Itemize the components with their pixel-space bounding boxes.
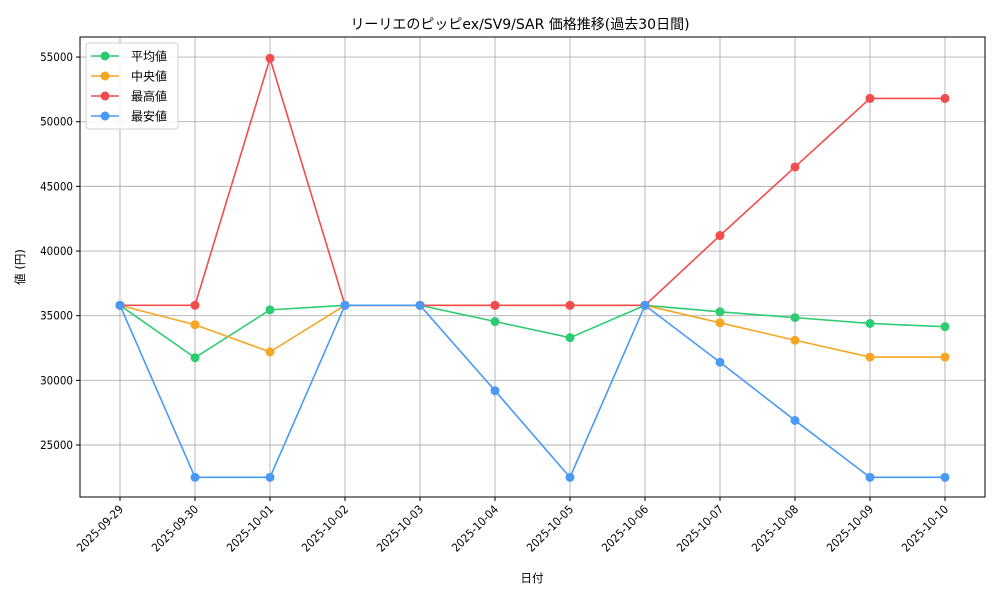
data-point-marker	[490, 300, 500, 310]
series-path	[119, 304, 946, 359]
data-point-marker	[790, 162, 800, 172]
series-path	[119, 304, 945, 479]
data-point-marker	[940, 472, 950, 482]
x-tick-label: 2025-10-03	[374, 502, 426, 554]
data-point-marker	[340, 300, 350, 310]
legend-marker-icon	[100, 91, 110, 101]
data-point-marker	[790, 313, 800, 323]
data-point-marker	[265, 305, 275, 315]
data-point-marker	[190, 472, 200, 482]
y-axis-ticks: 25000 30000 35000 40000 45000 50000 55000	[40, 50, 80, 452]
data-point-marker	[565, 333, 575, 343]
data-point-marker	[865, 318, 875, 328]
data-point-marker	[865, 352, 875, 362]
plot-frame	[79, 36, 986, 498]
y-tick-label: 35000	[40, 309, 73, 323]
legend-item: 平均値	[91, 49, 167, 64]
data-point-marker	[865, 472, 875, 482]
legend-label: 最安値	[131, 109, 167, 124]
series-line	[115, 300, 950, 363]
data-point-marker	[190, 353, 200, 363]
x-tick-label: 2025-10-01	[224, 502, 276, 554]
data-point-marker	[565, 300, 575, 310]
data-point-marker	[715, 231, 725, 241]
x-tick-label: 2025-10-07	[674, 502, 726, 554]
x-tick-label: 2025-10-09	[824, 502, 876, 554]
data-point-marker	[940, 322, 950, 332]
legend-label: 平均値	[131, 49, 167, 64]
data-point-marker	[940, 93, 950, 103]
x-tick-label: 2025-10-08	[749, 502, 801, 554]
data-point-marker	[190, 300, 200, 310]
x-axis-label: 日付	[521, 571, 544, 585]
legend-marker-icon	[100, 51, 110, 61]
y-tick-label: 25000	[40, 438, 73, 452]
data-point-marker	[865, 93, 875, 103]
data-point-marker	[640, 300, 650, 310]
x-tick-label: 2025-09-30	[149, 502, 201, 554]
legend-item: 中央値	[91, 69, 167, 84]
legend-item: 最安値	[91, 109, 167, 124]
data-point-marker	[715, 318, 725, 328]
y-axis-label: 値 (円)	[13, 249, 27, 285]
data-point-marker	[790, 335, 800, 345]
series-line	[115, 53, 950, 310]
y-tick-label: 30000	[40, 373, 73, 387]
series-path	[119, 304, 945, 358]
legend-label: 最高値	[131, 89, 167, 104]
data-point-marker	[115, 300, 125, 310]
data-point-marker	[265, 53, 275, 63]
y-tick-label: 55000	[40, 50, 73, 64]
x-tick-label: 2025-10-02	[299, 502, 351, 554]
data-point-marker	[265, 347, 275, 357]
grid-lines	[80, 37, 985, 497]
data-point-marker	[265, 472, 275, 482]
x-tick-label: 2025-10-10	[899, 502, 951, 554]
data-point-marker	[940, 352, 950, 362]
data-point-marker	[715, 307, 725, 317]
legend-marker-icon	[100, 111, 110, 121]
series-path	[120, 55, 945, 307]
x-axis-ticks: 2025-09-29 2025-09-30 2025-10-01 2025-10-02…	[74, 497, 951, 555]
data-point-marker	[715, 357, 725, 367]
legend-marker-icon	[100, 71, 110, 81]
legend-label: 中央値	[131, 69, 167, 84]
x-tick-label: 2025-10-05	[524, 502, 576, 554]
y-tick-label: 45000	[40, 179, 73, 193]
series-line	[115, 300, 950, 362]
y-tick-label: 40000	[40, 244, 73, 258]
x-tick-label: 2025-10-06	[599, 502, 651, 554]
series-line	[115, 300, 950, 482]
data-series	[115, 53, 950, 482]
data-point-marker	[490, 317, 500, 327]
legend-box	[85, 42, 179, 130]
x-tick-label: 2025-09-29	[74, 502, 126, 554]
legend-item: 最高値	[91, 89, 167, 104]
data-point-marker	[490, 386, 500, 396]
data-point-marker	[790, 415, 800, 425]
x-tick-label: 2025-10-04	[449, 502, 501, 554]
chart-title: リーリエのピッピex/SV9/SAR 価格推移(過去30日間)	[350, 17, 689, 33]
y-tick-label: 50000	[40, 115, 73, 129]
data-point-marker	[190, 320, 200, 330]
data-point-marker	[415, 300, 425, 310]
data-point-marker	[565, 472, 575, 482]
